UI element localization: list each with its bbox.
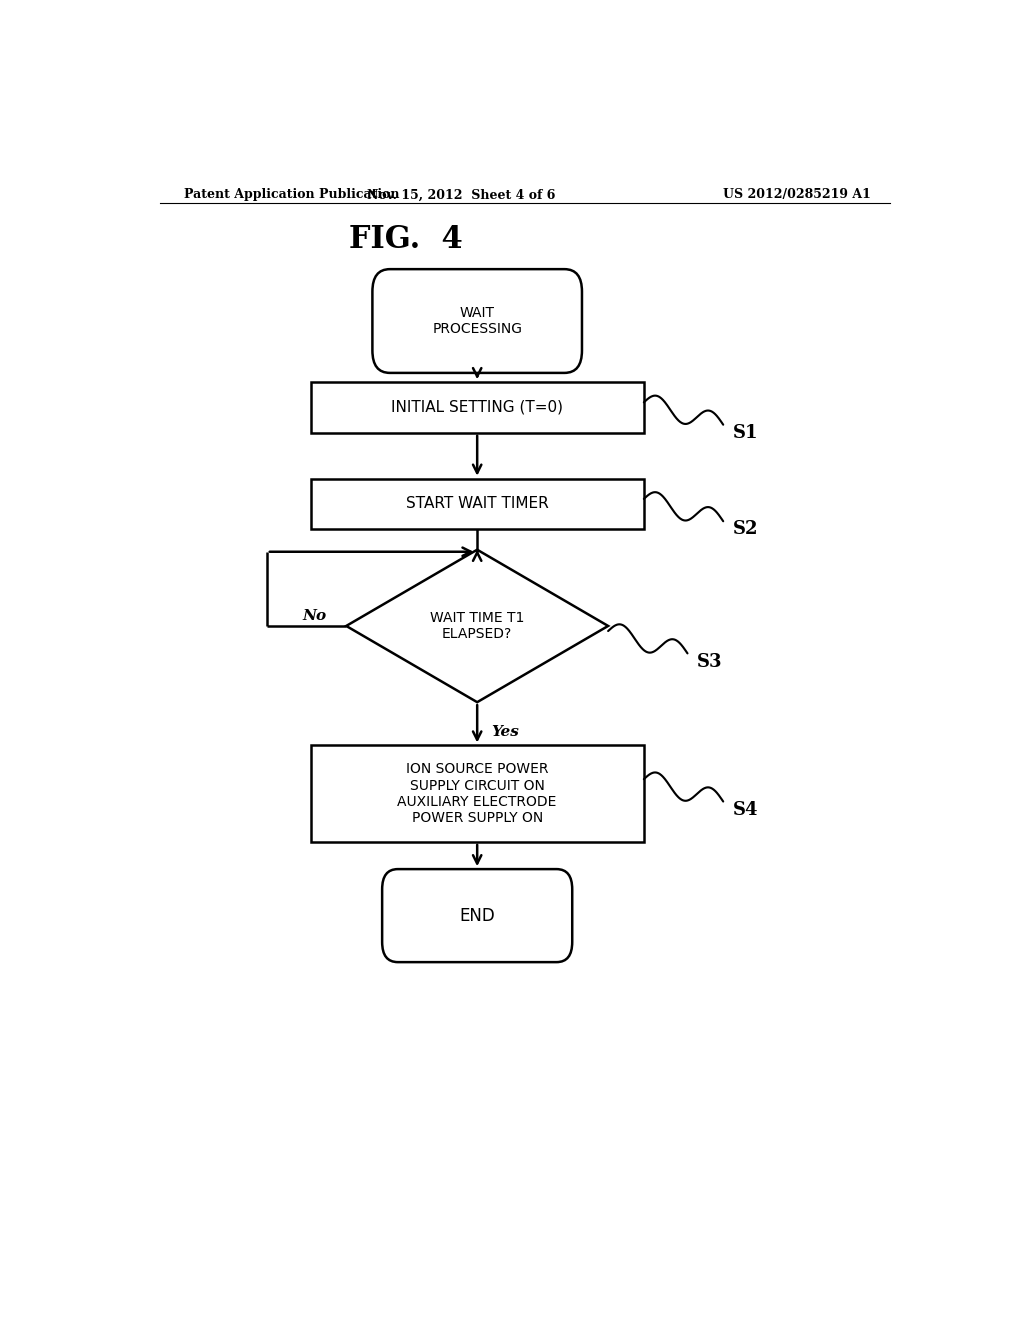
Text: INITIAL SETTING (T=0): INITIAL SETTING (T=0) <box>391 400 563 414</box>
Text: WAIT TIME T1
ELAPSED?: WAIT TIME T1 ELAPSED? <box>430 611 524 642</box>
Text: WAIT
PROCESSING: WAIT PROCESSING <box>432 306 522 337</box>
Text: S1: S1 <box>733 424 758 442</box>
Text: No: No <box>302 609 327 623</box>
Text: S4: S4 <box>733 801 758 818</box>
Bar <box>310 479 644 529</box>
Bar <box>310 746 644 842</box>
Text: S2: S2 <box>733 520 758 539</box>
Text: END: END <box>460 907 495 924</box>
Text: Nov. 15, 2012  Sheet 4 of 6: Nov. 15, 2012 Sheet 4 of 6 <box>368 189 555 202</box>
Text: Patent Application Publication: Patent Application Publication <box>183 189 399 202</box>
FancyBboxPatch shape <box>382 869 572 962</box>
Text: START WAIT TIMER: START WAIT TIMER <box>406 496 549 511</box>
Text: S3: S3 <box>697 652 723 671</box>
Text: US 2012/0285219 A1: US 2012/0285219 A1 <box>723 189 871 202</box>
Bar <box>310 381 644 433</box>
Text: FIG.  4: FIG. 4 <box>349 224 463 255</box>
FancyBboxPatch shape <box>373 269 582 374</box>
Polygon shape <box>346 549 608 702</box>
Text: Yes: Yes <box>492 725 519 738</box>
Text: ION SOURCE POWER
SUPPLY CIRCUIT ON
AUXILIARY ELECTRODE
POWER SUPPLY ON: ION SOURCE POWER SUPPLY CIRCUIT ON AUXIL… <box>397 763 557 825</box>
